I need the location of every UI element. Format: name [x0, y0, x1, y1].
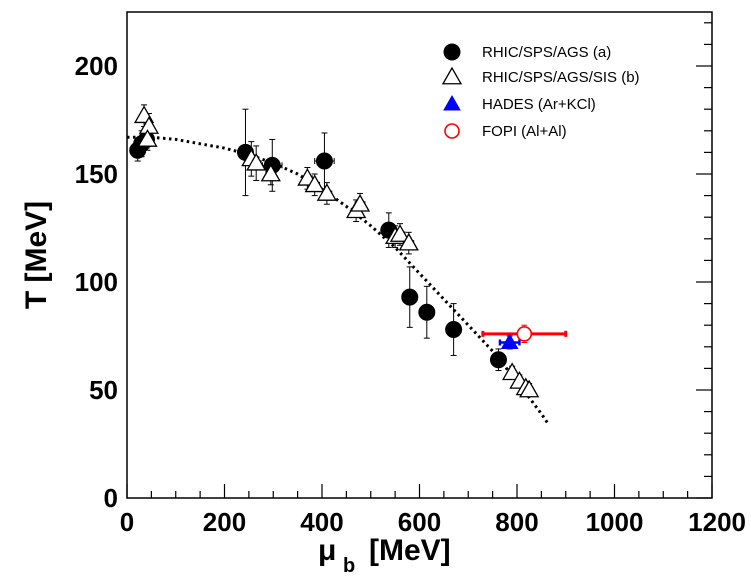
x-axis-title-symbol: μ — [318, 534, 336, 567]
data-point-filled-circle — [401, 288, 419, 306]
x-tick-label: 1200 — [688, 507, 746, 537]
legend-label: HADES (Ar+KCl) — [482, 96, 596, 113]
x-tick-labels: 0 200 400 600 800 1000 1200 — [120, 507, 746, 537]
data-point-filled-circle — [445, 321, 463, 339]
data-point-filled-circle — [418, 303, 436, 321]
x-tick-label: 200 — [203, 507, 246, 537]
x-tick-label: 400 — [300, 507, 343, 537]
x-tick-label: 600 — [398, 507, 441, 537]
data-point-open-triangle — [349, 193, 371, 212]
legend-marker — [441, 66, 463, 85]
data-point-filled-circle — [489, 351, 507, 369]
x-axis-title: μ b [MeV] — [318, 534, 451, 576]
x-axis-title-subscript: b — [343, 555, 355, 576]
axis-ticks — [126, 22, 713, 499]
marker-layer — [129, 105, 540, 398]
legend-label: RHIC/SPS/AGS/SIS (b) — [482, 69, 640, 86]
x-axis-title-unit: [MeV] — [369, 534, 451, 567]
legend: RHIC/SPS/AGS (a) RHIC/SPS/AGS/SIS (b) HADE… — [441, 43, 640, 140]
data-point-open-triangle — [389, 224, 411, 242]
data-point-open-circle — [516, 326, 533, 342]
data-point-open-triangle — [502, 362, 523, 381]
data-point-filled-circle — [315, 152, 333, 170]
y-tick-labels: 0 50 100 150 200 — [75, 51, 118, 513]
fit-curve — [127, 135, 550, 426]
data-point-open-triangle — [246, 152, 267, 171]
y-tick-label: 200 — [75, 51, 118, 81]
y-axis-title: T [MeV] — [20, 201, 53, 309]
y-tick-label: 0 — [104, 483, 118, 513]
data-point-open-triangle — [316, 183, 337, 201]
x-tick-label: 1000 — [586, 507, 644, 537]
legend-marker — [444, 123, 460, 139]
legend-label: FOPI (Al+Al) — [482, 123, 567, 140]
legend-marker — [443, 43, 461, 61]
data-point-open-triangle — [304, 174, 325, 193]
x-tick-label: 0 — [120, 507, 134, 537]
data-point-open-triangle — [137, 129, 158, 147]
data-point-open-triangle — [519, 379, 540, 398]
data-point-filled-triangle — [500, 333, 519, 349]
x-tick-label: 800 — [495, 507, 538, 537]
y-tick-label: 50 — [89, 375, 118, 405]
legend-marker — [443, 94, 461, 111]
data-point-open-triangle — [260, 163, 281, 182]
y-tick-label: 100 — [75, 267, 118, 297]
data-point-open-triangle — [398, 232, 419, 251]
y-tick-label: 150 — [75, 159, 118, 189]
fit-curve-layer — [127, 135, 550, 426]
legend-label: RHIC/SPS/AGS (a) — [482, 44, 611, 61]
